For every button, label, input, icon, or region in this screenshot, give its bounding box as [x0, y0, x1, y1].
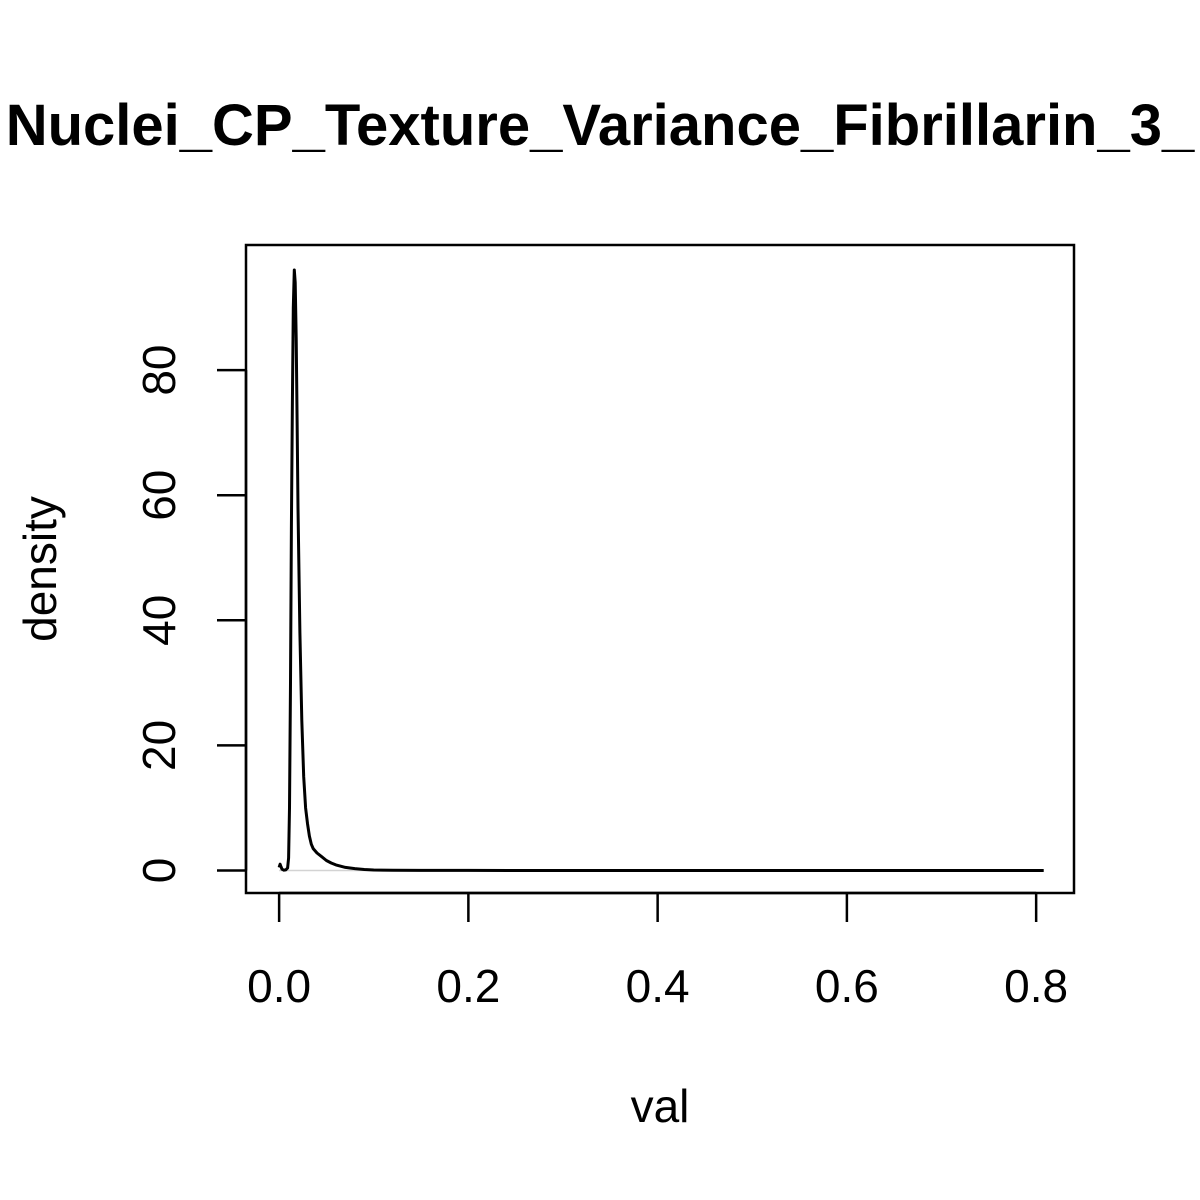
density-line-0: [277, 268, 1044, 872]
x-tick-label: 0.8: [1004, 960, 1068, 1012]
y-tick-label: 0: [133, 858, 185, 884]
y-tick-label: 80: [133, 345, 185, 396]
x-axis: 0.0 0.2 0.4 0.6 0.8: [247, 891, 1068, 1012]
y-tick-label: 60: [133, 470, 185, 521]
y-axis: 0 20 40 60 80: [133, 345, 248, 884]
series-layer: [277, 268, 1044, 872]
y-tick-label: 20: [133, 720, 185, 771]
x-tick-label: 0.4: [626, 960, 690, 1012]
plot-frame: [244, 243, 1076, 895]
y-tick-label: 40: [133, 595, 185, 646]
y-axis-label: density: [14, 496, 66, 642]
x-tick-label: 0.0: [247, 960, 311, 1012]
x-tick-label: 0.6: [815, 960, 879, 1012]
x-tick-label: 0.2: [436, 960, 500, 1012]
x-axis-label: val: [631, 1080, 690, 1132]
chart-title: Nuclei_CP_Texture_Variance_Fibrillarin_3…: [6, 93, 1195, 158]
